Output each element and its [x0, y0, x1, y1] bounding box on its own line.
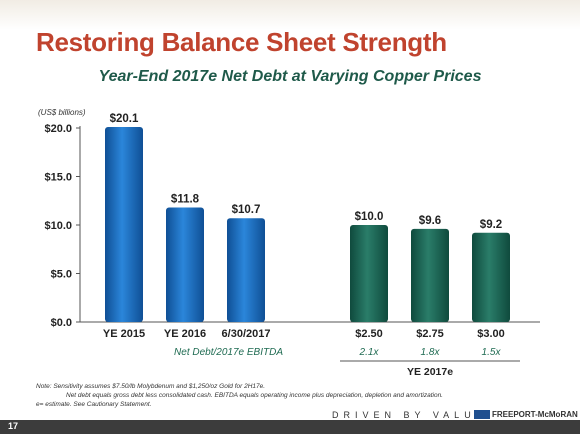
- x-tick-label: 6/30/2017: [222, 328, 271, 340]
- top-band: [0, 0, 580, 30]
- bar-value-label: $10.0: [355, 211, 384, 223]
- fcx-logo-icon: [474, 409, 490, 419]
- x-tick-label: $2.75: [416, 328, 444, 340]
- note-line-2: Net debt equals gross debt less consolid…: [66, 392, 443, 399]
- bar-value-label: $9.2: [480, 219, 502, 231]
- group-label: YE 2017e: [407, 366, 453, 378]
- page-number: 17: [8, 421, 19, 431]
- ebitda-value: 2.1x: [359, 347, 380, 358]
- note-line-3: e= estimate. See Cautionary Statement.: [36, 401, 152, 408]
- y-tick-label: $15.0: [44, 172, 72, 184]
- company-logo: FREEPORT-McMoRAN: [474, 408, 578, 420]
- y-tick-label: $20.0: [44, 123, 72, 135]
- bar-value-label: $10.7: [232, 204, 261, 216]
- y-tick-label: $10.0: [44, 220, 72, 232]
- bar-value-label: $11.8: [171, 194, 200, 206]
- bar: [166, 207, 204, 322]
- y-tick-label: $0.0: [51, 317, 72, 329]
- ebitda-value: 1.8x: [421, 347, 441, 358]
- units-label: (US$ billions): [38, 108, 86, 117]
- bar: [472, 232, 510, 322]
- bar: [105, 127, 143, 322]
- tagline: DRIVEN BY VALUE: [332, 410, 487, 420]
- note-line-1: Note: Sensitivity assumes $7.50/lb Molyb…: [36, 383, 266, 390]
- footer-bar: [0, 420, 580, 434]
- bar-chart: $0.0 $5.0 $10.0 $15.0 $20.0 $20.1 YE 2015 $11.8…: [44, 113, 540, 378]
- y-tick-label: $5.0: [51, 269, 72, 281]
- logo-text: FREEPORT-McMoRAN: [492, 409, 578, 419]
- ebitda-label: Net Debt/2017e EBITDA: [174, 347, 283, 358]
- bar-value-label: $20.1: [110, 113, 139, 125]
- bar: [350, 225, 388, 322]
- x-tick-label: $3.00: [477, 328, 505, 340]
- bar: [227, 218, 265, 322]
- x-tick-label: YE 2015: [103, 328, 145, 340]
- x-tick-label: YE 2016: [164, 328, 206, 340]
- chart-subtitle: Year-End 2017e Net Debt at Varying Coppe…: [98, 68, 482, 85]
- notes: Note: Sensitivity assumes $7.50/lb Molyb…: [36, 382, 443, 409]
- slide-title: Restoring Balance Sheet Strength: [36, 27, 447, 57]
- bar-value-label: $9.6: [419, 215, 441, 227]
- ebitda-value: 1.5x: [482, 347, 502, 358]
- bar: [411, 228, 449, 322]
- x-tick-label: $2.50: [355, 328, 383, 340]
